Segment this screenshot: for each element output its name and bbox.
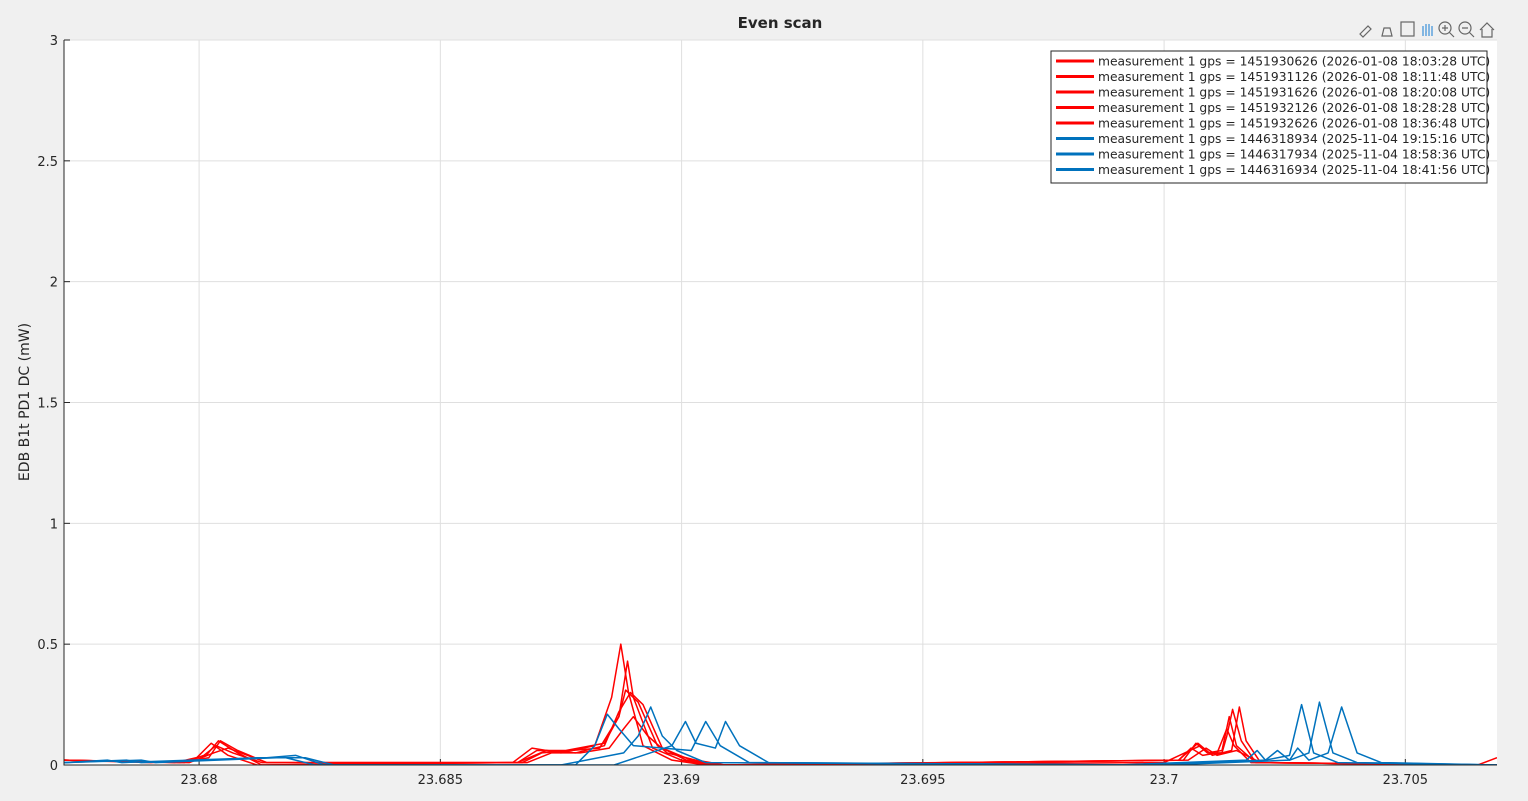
legend-label: measurement 1 gps = 1451932626 (2026-01-…	[1098, 117, 1490, 131]
legend-label: measurement 1 gps = 1446316934 (2025-11-…	[1098, 163, 1490, 177]
chart-title: Even scan	[738, 14, 823, 32]
y-tick-label: 0.5	[37, 638, 58, 653]
y-tick-label: 3	[50, 34, 58, 49]
toolbar-brush[interactable]	[1381, 27, 1393, 37]
legend-box	[1050, 50, 1488, 184]
x-tick-label: 23.685	[418, 773, 464, 788]
legend-label: measurement 1 gps = 1451931626 (2026-01-…	[1098, 86, 1490, 100]
legend-label: measurement 1 gps = 1451930626 (2026-01-…	[1098, 55, 1490, 69]
y-tick-label: 1	[50, 517, 58, 532]
y-tick-label: 1.5	[37, 397, 58, 412]
series-line	[64, 701, 1497, 765]
toolbar-zoom-out[interactable]	[1458, 21, 1472, 35]
toolbar[interactable]	[1359, 21, 1495, 38]
series-line	[64, 691, 1497, 765]
legend-label: measurement 1 gps = 1451931126 (2026-01-…	[1098, 70, 1490, 84]
y-tick-label: 2.5	[37, 155, 58, 170]
x-tick-label: 23.68	[180, 773, 217, 788]
series-line	[64, 706, 1497, 765]
y-tick-label: 0	[50, 759, 58, 774]
toolbar-pan[interactable]	[1422, 24, 1433, 36]
toolbar-home[interactable]	[1479, 22, 1495, 38]
axis-box	[63, 40, 1497, 766]
legend: measurement 1 gps = 1451930626 (2026-01-…	[1050, 50, 1490, 184]
series-line	[64, 689, 1497, 765]
toolbar-zoom-in[interactable]	[1438, 21, 1452, 35]
legend-label: measurement 1 gps = 1446318934 (2025-11-…	[1098, 132, 1490, 146]
y-axis-label: EDB B1t PD1 DC (mW)	[17, 323, 33, 481]
x-tick-label: 23.7	[1150, 773, 1179, 788]
legend-label: measurement 1 gps = 1451932126 (2026-01-…	[1098, 101, 1490, 115]
x-tick-label: 23.69	[663, 773, 700, 788]
toolbar-datatip[interactable]	[1400, 21, 1415, 37]
series-line	[64, 715, 1497, 765]
toolbar-edit[interactable]	[1359, 25, 1372, 38]
y-tick-label: 2	[50, 276, 58, 291]
legend-label: measurement 1 gps = 1446317934 (2025-11-…	[1098, 148, 1490, 162]
x-tick-label: 23.695	[900, 773, 946, 788]
x-tick-label: 23.705	[1383, 773, 1429, 788]
